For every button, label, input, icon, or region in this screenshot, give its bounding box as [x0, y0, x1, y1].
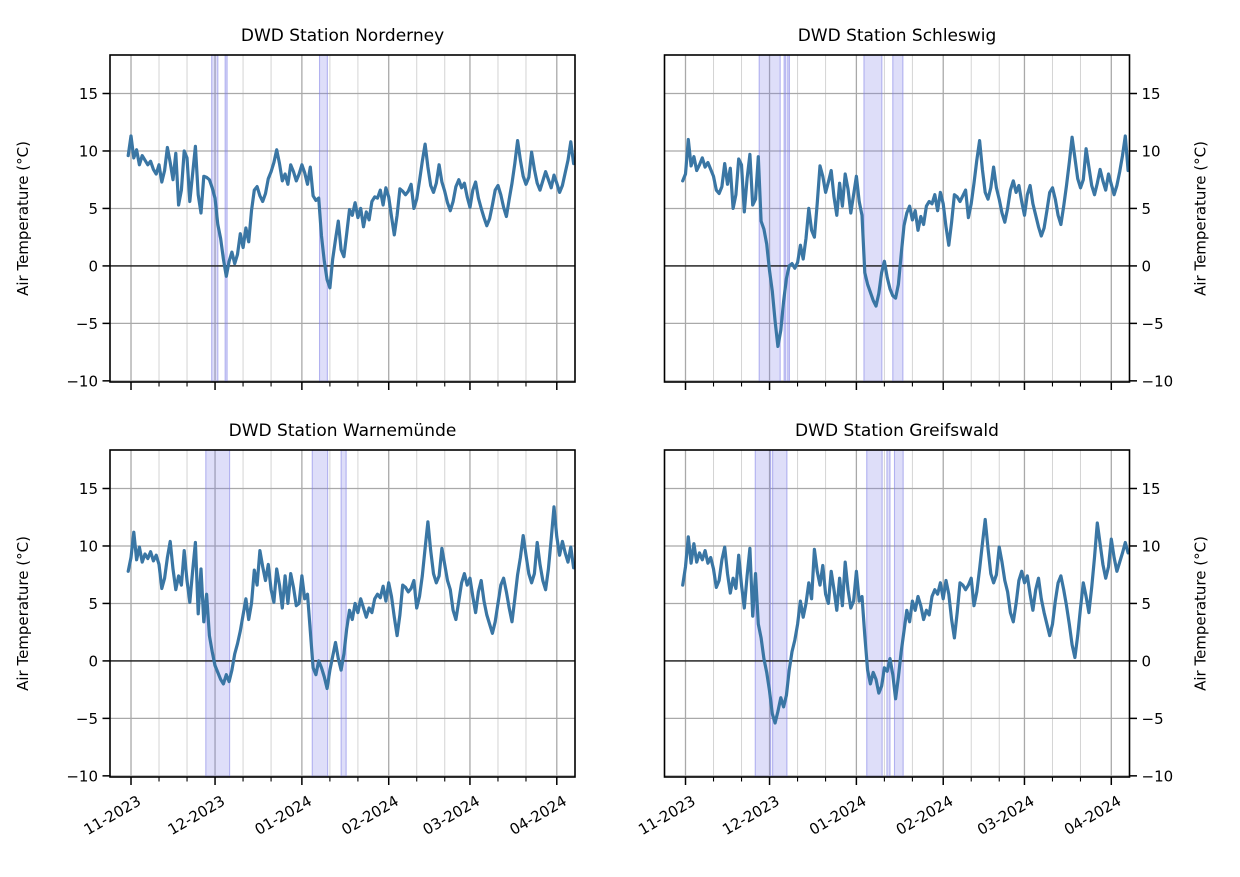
x-tick-label: 01-2024 [806, 792, 869, 839]
axis-spine [109, 449, 576, 778]
y-axis-label: Air Temperature (°C) [1192, 141, 1210, 296]
subplot-norderney: 15 10 5 0 −5 −10 Air Temperature (°C) DWD Stati… [14, 26, 576, 390]
y-tick-label: −5 [1142, 315, 1164, 333]
subplot-greifswald: 15 10 5 0 −5 −10 11-2023 12-2023 01-2024 02-2024 0… [635, 421, 1209, 839]
y-tick-label: 15 [1142, 85, 1161, 103]
highlight-band [892, 54, 904, 383]
plot-title: DWD Station Warnemünde [229, 421, 457, 441]
highlight-band [224, 54, 228, 383]
x-tick-label: 12-2023 [719, 792, 782, 839]
y-tick-label: 10 [79, 537, 98, 555]
y-tick-label: −5 [76, 710, 98, 728]
x-tick-label: 01-2024 [252, 792, 315, 839]
plot-title: DWD Station Greifswald [795, 421, 999, 441]
y-tick-label: −10 [66, 372, 98, 390]
x-tick-label: 04-2024 [507, 792, 570, 839]
y-tick-label: 5 [1142, 595, 1152, 613]
y-tick-label: 0 [88, 652, 98, 670]
highlight-band [340, 449, 347, 778]
highlight-band [772, 449, 788, 778]
x-tick-label: 11-2023 [635, 792, 698, 839]
y-tick-label: −5 [1142, 710, 1164, 728]
y-tick-label: 0 [1142, 652, 1152, 670]
x-tick-label: 12-2023 [165, 792, 228, 839]
y-tick-label: 5 [1142, 200, 1152, 218]
plot-title: DWD Station Norderney [241, 26, 444, 46]
y-tick-label: 0 [1142, 257, 1152, 275]
temperature-line [126, 134, 576, 290]
y-tick-label: −10 [1142, 767, 1174, 785]
y-tick-label: 10 [79, 142, 98, 160]
x-tick-label: 03-2024 [974, 792, 1037, 839]
y-tick-label: 15 [79, 480, 98, 498]
temperature-line [681, 517, 1130, 725]
y-tick-label: 10 [1142, 142, 1161, 160]
plot-title: DWD Station Schleswig [798, 26, 997, 46]
axis-spine [109, 54, 576, 383]
y-axis-label: Air Temperature (°C) [1192, 536, 1210, 691]
subplot-warnemuende: 15 10 5 0 −5 −10 11-2023 12-2023 01-2024 02-2024 0… [14, 421, 576, 839]
y-axis-label: Air Temperature (°C) [14, 141, 32, 296]
axis-spine [663, 54, 1131, 383]
highlight-band [311, 449, 329, 778]
y-tick-label: −10 [1142, 372, 1174, 390]
y-tick-label: 5 [88, 200, 98, 218]
y-tick-label: −10 [66, 767, 98, 785]
subplot-schleswig: 15 10 5 0 −5 −10 Air Temperature (°C) DWD Stati… [663, 26, 1210, 390]
x-tick-label: 02-2024 [338, 792, 401, 839]
x-tick-label: 11-2023 [81, 792, 144, 839]
x-tick-label: 02-2024 [893, 792, 956, 839]
y-tick-label: 5 [88, 595, 98, 613]
y-axis-label: Air Temperature (°C) [14, 536, 32, 691]
y-tick-label: 0 [88, 257, 98, 275]
temperature-line [126, 505, 576, 691]
temperature-line [681, 134, 1130, 348]
highlight-band [866, 449, 883, 778]
y-tick-label: 10 [1142, 537, 1161, 555]
y-tick-label: 15 [79, 85, 98, 103]
y-tick-label: −5 [76, 315, 98, 333]
x-tick-label: 04-2024 [1061, 792, 1124, 839]
x-tick-label: 03-2024 [420, 792, 483, 839]
highlight-band [893, 449, 904, 778]
highlight-band [886, 449, 891, 778]
highlight-band [787, 54, 790, 383]
highlight-band [783, 54, 787, 383]
y-tick-label: 15 [1142, 480, 1161, 498]
highlight-band [863, 54, 883, 383]
axis-spine [663, 449, 1131, 778]
